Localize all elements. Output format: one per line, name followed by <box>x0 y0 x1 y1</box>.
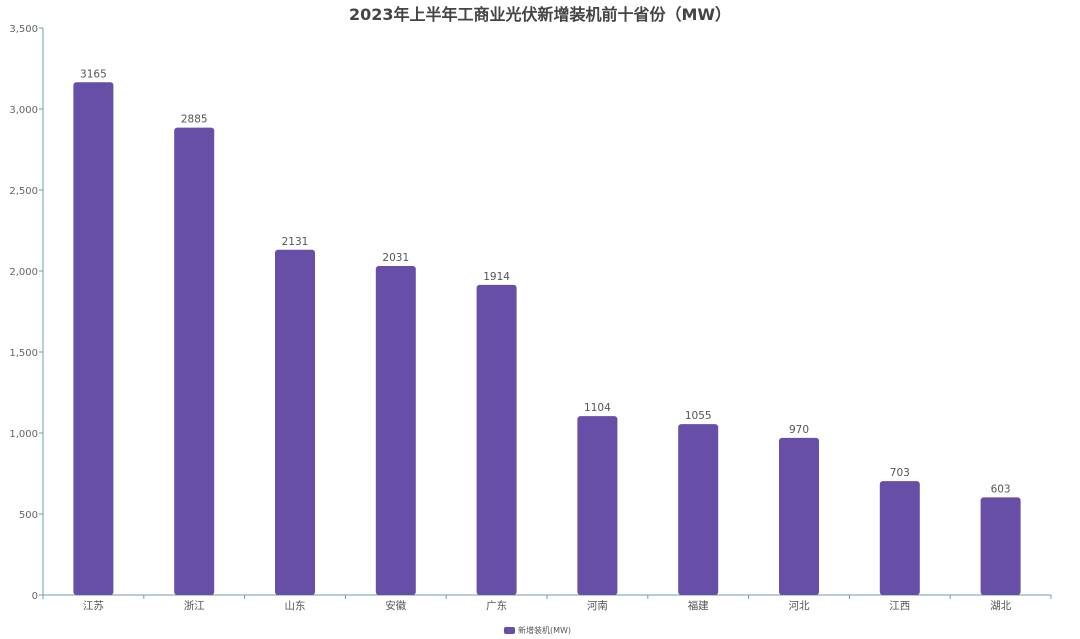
y-tick-label: 2,000 <box>9 267 38 278</box>
bar <box>879 481 920 595</box>
bar <box>980 497 1021 595</box>
x-tick-label: 浙江 <box>184 600 205 612</box>
y-tick-label: 1,500 <box>9 348 38 359</box>
data-label: 2131 <box>282 236 309 248</box>
x-tick-label: 江西 <box>889 600 910 612</box>
y-tick-label: 500 <box>19 510 38 521</box>
y-tick-label: 1,000 <box>9 429 38 440</box>
x-tick-label: 安徽 <box>385 599 406 612</box>
data-label: 2031 <box>382 252 409 264</box>
y-tick-label: 2,500 <box>9 186 38 197</box>
bar <box>73 82 114 595</box>
data-label: 1055 <box>685 410 712 422</box>
data-label: 603 <box>991 483 1011 495</box>
legend-label: 新增装机(MW) <box>518 626 572 635</box>
y-tick-label: 3,500 <box>9 24 38 35</box>
bar <box>577 416 618 595</box>
bar <box>476 284 517 595</box>
bar <box>174 127 215 595</box>
data-label: 703 <box>890 467 910 479</box>
bar <box>375 265 416 595</box>
data-label: 3165 <box>80 68 107 80</box>
x-tick-label: 江苏 <box>83 599 104 612</box>
chart-title: 2023年上半年工商业光伏新增装机前十省份（MW） <box>348 5 732 24</box>
y-tick-label: 0 <box>32 591 38 602</box>
bar <box>779 437 819 595</box>
data-label: 1104 <box>584 402 611 414</box>
data-label: 2885 <box>181 114 208 126</box>
x-tick-label: 山东 <box>285 599 306 612</box>
x-tick-label: 河北 <box>789 600 810 612</box>
x-tick-label: 广东 <box>486 599 507 612</box>
x-tick-label: 湖北 <box>990 600 1011 612</box>
bar <box>275 249 315 595</box>
bar <box>678 424 719 595</box>
legend[interactable]: 新增装机(MW) <box>504 625 571 636</box>
x-tick-label: 福建 <box>688 599 709 612</box>
data-label: 970 <box>789 424 809 436</box>
legend-swatch <box>504 627 515 634</box>
y-tick-label: 3,000 <box>9 105 38 116</box>
x-tick-label: 河南 <box>587 599 608 612</box>
data-label: 1914 <box>483 271 510 283</box>
